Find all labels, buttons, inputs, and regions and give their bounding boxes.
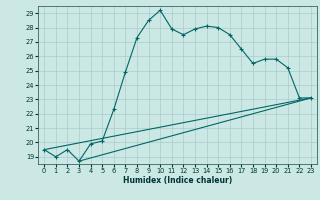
- X-axis label: Humidex (Indice chaleur): Humidex (Indice chaleur): [123, 176, 232, 185]
